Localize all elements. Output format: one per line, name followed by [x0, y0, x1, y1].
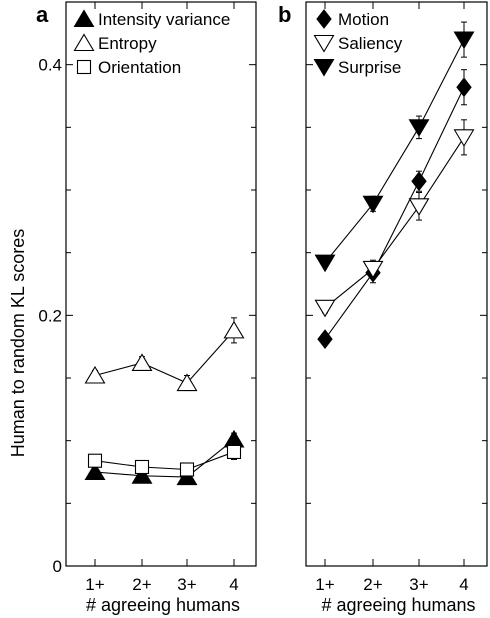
- data-point: [84, 462, 106, 481]
- data-point: [453, 31, 475, 50]
- series-1: [84, 317, 245, 392]
- data-point: [411, 171, 427, 192]
- legend: Motion Saliency Surprise: [313, 9, 403, 77]
- series-0: [317, 69, 472, 350]
- data-point: [87, 453, 103, 468]
- x-axis-label: # agreeing humans: [321, 595, 475, 615]
- data-point: [362, 195, 384, 214]
- legend-label: Surprise: [338, 58, 401, 77]
- y-tick-label: 0: [53, 557, 62, 576]
- x-tick-label: 3+: [409, 575, 428, 594]
- data-point: [131, 353, 153, 372]
- data-point: [226, 444, 242, 459]
- data-point: [84, 365, 106, 384]
- axes-box: [305, 1, 488, 567]
- data-point: [317, 329, 333, 350]
- x-tick-label: 2+: [363, 575, 382, 594]
- series-line: [324, 86, 465, 340]
- series-line: [324, 39, 465, 264]
- data-point: [362, 260, 384, 279]
- y-tick-label: 0.2: [38, 306, 62, 325]
- x-axis-label: # agreeing humans: [86, 595, 240, 615]
- series-line: [94, 330, 235, 384]
- series-line: [94, 451, 235, 471]
- series-line: [94, 438, 235, 478]
- legend-marker: [316, 9, 332, 29]
- data-point: [223, 320, 245, 339]
- data-point: [408, 198, 430, 216]
- y-axis-label: Human to random KL scores: [8, 229, 28, 457]
- panel-letter: a: [36, 2, 49, 27]
- x-tick-label: 4: [459, 575, 468, 594]
- legend-marker: [313, 34, 335, 53]
- x-tick-label: 3+: [177, 575, 196, 594]
- series-2: [87, 443, 242, 477]
- legend-marker: [313, 58, 335, 77]
- data-point: [408, 119, 430, 137]
- legend-marker: [76, 59, 92, 75]
- data-point: [314, 254, 336, 273]
- legend-label: Orientation: [98, 58, 181, 77]
- data-point: [314, 299, 336, 318]
- data-point: [134, 459, 150, 475]
- data-point: [131, 466, 153, 484]
- series-2: [314, 21, 475, 273]
- legend-label: Motion: [338, 10, 389, 29]
- data-point: [456, 77, 472, 98]
- x-tick-label: 1+: [85, 575, 104, 594]
- panel-letter: b: [278, 2, 291, 27]
- data-point: [453, 129, 475, 147]
- y-tick-label: 0.4: [38, 56, 62, 75]
- legend: Intensity variance Entropy Orientation: [73, 9, 230, 77]
- data-point: [179, 462, 195, 477]
- legend-marker: [73, 33, 95, 52]
- x-tick-label: 4: [229, 575, 238, 594]
- data-point: [176, 373, 198, 392]
- x-tick-label: 1+: [315, 575, 334, 594]
- series-line: [324, 137, 465, 309]
- legend-label: Entropy: [98, 34, 157, 53]
- legend-label: Intensity variance: [98, 10, 230, 29]
- panel-b: 1+ 2+ 3+ 4# agreeing humans b Motion Saliency S…: [278, 1, 488, 615]
- panel-a: 0 0.2 0.4 1+ 2+ 3+ 4# agreeing humans a Intensit…: [36, 1, 257, 615]
- legend-label: Saliency: [338, 34, 403, 53]
- series-1: [314, 119, 475, 318]
- legend-marker: [73, 9, 95, 28]
- x-tick-label: 2+: [132, 575, 151, 594]
- axes-box: [65, 1, 257, 567]
